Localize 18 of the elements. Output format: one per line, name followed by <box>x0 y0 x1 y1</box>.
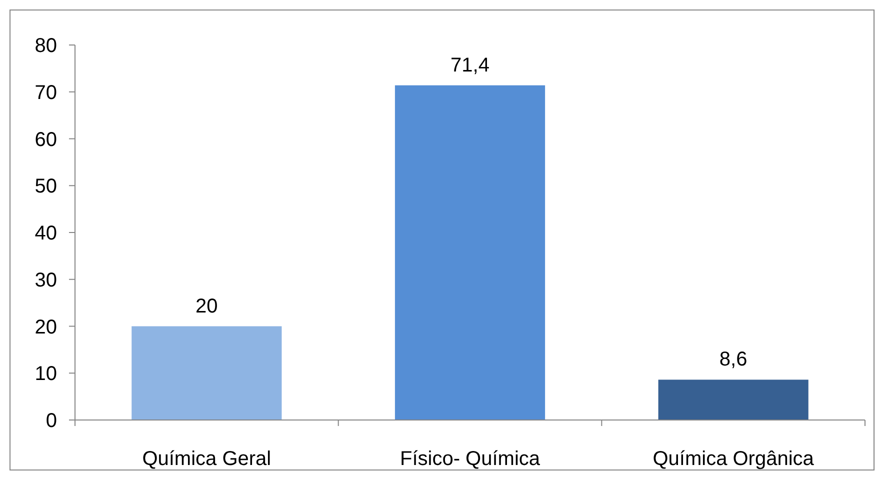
x-tick-label: Físico- Química <box>400 448 541 470</box>
data-label: 20 <box>196 295 218 318</box>
y-tick-label: 30 <box>34 269 57 292</box>
x-tick-label: Química Geral <box>142 448 272 470</box>
y-tick-label: 80 <box>34 35 57 57</box>
y-tick-label: 10 <box>34 363 57 386</box>
bar <box>658 380 808 420</box>
y-tick-label: 50 <box>34 176 57 198</box>
y-tick-label: 0 <box>46 410 57 432</box>
bar <box>132 326 282 420</box>
data-label: 71,4 <box>450 54 490 76</box>
y-tick-label: 70 <box>34 82 57 104</box>
y-tick-label: 20 <box>34 316 57 338</box>
bar <box>394 85 546 420</box>
y-tick-label: 40 <box>34 222 57 244</box>
x-tick-label: Química Orgânica <box>652 448 815 470</box>
y-tick-label: 60 <box>34 128 57 151</box>
data-label: 8,6 <box>719 348 748 371</box>
